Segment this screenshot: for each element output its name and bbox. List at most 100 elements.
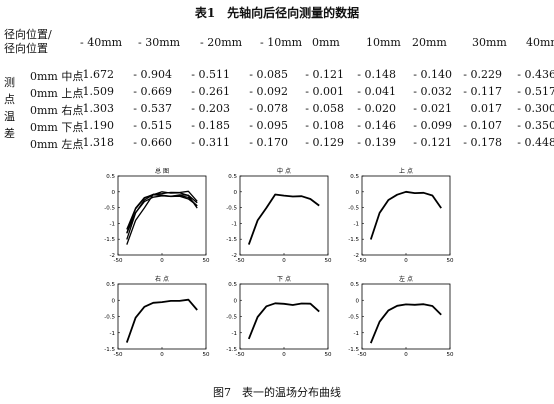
column-header: 0mm	[312, 36, 340, 49]
table-title: 表1 先轴向后径向测量的数据	[194, 6, 360, 20]
chart-panel: 下 点 0.5 0 -0.5 -1 -1.5-50 0 50	[226, 275, 332, 358]
y-tick-label: 0	[112, 298, 116, 304]
table-cell: - 0.041	[357, 85, 396, 98]
table-cell: - 0.139	[357, 136, 396, 149]
table-cell: - 0.021	[413, 102, 452, 115]
y-tick-label: 0.5	[350, 174, 359, 180]
table-cell: - 0.085	[249, 68, 288, 81]
y-tick-label: -0.5	[348, 206, 359, 212]
y-tick-label: -1.5	[348, 347, 359, 353]
table-cell: - 0.448	[517, 136, 554, 149]
y-tick-label: 0	[356, 298, 360, 304]
x-tick-label: 0	[404, 258, 408, 264]
y-tick-label: -1	[110, 221, 115, 227]
x-tick-label: 50	[447, 258, 454, 264]
plot-frame	[117, 175, 207, 256]
y-tick-label: -0.5	[226, 315, 237, 321]
side-label: 测 点 温 差	[4, 74, 18, 142]
y-tick-label: 0.5	[106, 282, 115, 288]
table-cell: - 0.229	[463, 68, 502, 81]
table-cell: - 0.121	[305, 68, 344, 81]
series-line	[369, 303, 442, 344]
table-cell: - 0.203	[191, 102, 230, 115]
table-cell: - 0.099	[413, 119, 452, 132]
y-tick-label: 0.5	[228, 282, 237, 288]
y-tick-label: 0.5	[350, 282, 359, 288]
x-tick-label: -50	[114, 258, 123, 264]
figure-caption: 图7 表一的温场分布曲线	[213, 386, 341, 399]
y-tick-label: -2	[354, 253, 359, 259]
table-cell: - 0.020	[357, 102, 396, 115]
y-tick-label: -1.5	[226, 347, 237, 353]
row-label: 0mm 上点	[30, 87, 84, 100]
table-cell: - 0.170	[249, 136, 288, 149]
series-line	[126, 193, 198, 245]
y-tick-label: 0	[112, 190, 116, 196]
row-label: 0mm 中点	[30, 70, 84, 83]
y-tick-label: -1	[232, 221, 237, 227]
x-tick-label: -50	[236, 258, 245, 264]
table-cell: - 0.311	[191, 136, 230, 149]
series-line	[125, 298, 198, 343]
table-cell: - 0.904	[133, 68, 172, 81]
table-cell: - 0.129	[305, 136, 344, 149]
y-tick-label: 0	[234, 298, 238, 304]
column-header: - 40mm	[80, 36, 123, 49]
table-cell: - 0.078	[249, 102, 288, 115]
row-label: 0mm 左点	[30, 138, 84, 151]
x-tick-label: 0	[404, 352, 408, 358]
chart-title: 下 点	[277, 275, 291, 283]
chart-panel: 中 点 0.5 0 -0.5 -1 -1.5 -2-50 0 50	[226, 167, 332, 264]
x-tick-label: 50	[325, 352, 332, 358]
x-tick-label: 0	[282, 258, 286, 264]
y-tick-label: -2	[232, 253, 237, 259]
x-tick-label: -50	[358, 352, 367, 358]
column-header: 20mm	[412, 36, 447, 49]
plot-frame	[361, 283, 451, 350]
y-tick-label: 0	[356, 190, 360, 196]
column-header: - 30mm	[138, 36, 181, 49]
table-cell: - 0.436	[517, 68, 554, 81]
table-cell: - 1.318	[75, 136, 114, 149]
table-cell: - 1.672	[75, 68, 114, 81]
series-line	[126, 194, 198, 230]
y-tick-label: -1	[354, 331, 359, 337]
table-cell: - 0.350	[517, 119, 554, 132]
column-header: 40mm	[526, 36, 554, 49]
y-tick-label: 0.5	[106, 174, 115, 180]
chart-panel: 左 点 0.5 0 -0.5 -1 -1.5-50 0 50	[348, 275, 454, 358]
side-char: 测	[4, 76, 15, 89]
y-tick-label: 0	[234, 190, 238, 196]
chart-panel: 总 图 0.5 0 -0.5 -1 -1.5 -2-50 0 50	[104, 167, 210, 264]
chart-title: 上 点	[399, 167, 413, 175]
x-tick-label: -50	[358, 258, 367, 264]
y-tick-label: -0.5	[226, 206, 237, 212]
table-cell: 0.017	[470, 102, 503, 115]
series-line	[247, 193, 320, 245]
x-tick-label: 50	[203, 352, 210, 358]
table-cell: - 0.117	[463, 85, 502, 98]
x-tick-label: -50	[114, 352, 123, 358]
series-line	[126, 194, 198, 234]
y-tick-label: -1.5	[348, 237, 359, 243]
x-tick-label: 50	[447, 352, 454, 358]
plot-frame	[239, 175, 329, 256]
table-cell: - 0.121	[413, 136, 452, 149]
plot-frame	[361, 175, 451, 256]
y-tick-label: -1.5	[104, 347, 115, 353]
table-cell: - 0.108	[305, 119, 344, 132]
x-tick-label: 0	[160, 352, 164, 358]
y-tick-label: -0.5	[348, 315, 359, 321]
table-cell: - 1.509	[75, 85, 114, 98]
y-tick-label: -1.5	[226, 237, 237, 243]
x-tick-label: 50	[325, 258, 332, 264]
x-tick-label: -50	[236, 352, 245, 358]
table-cell: - 0.660	[133, 136, 172, 149]
corner-top-label: 径向位置/	[4, 28, 52, 41]
chart-panel: 上 点 0.5 0 -0.5 -1 -1.5 -2-50 0 50	[348, 167, 454, 264]
y-tick-label: -1	[110, 331, 115, 337]
table-cell: - 0.669	[133, 85, 172, 98]
row-label: 0mm 下点	[30, 121, 84, 134]
table-cell: - 0.095	[249, 119, 288, 132]
